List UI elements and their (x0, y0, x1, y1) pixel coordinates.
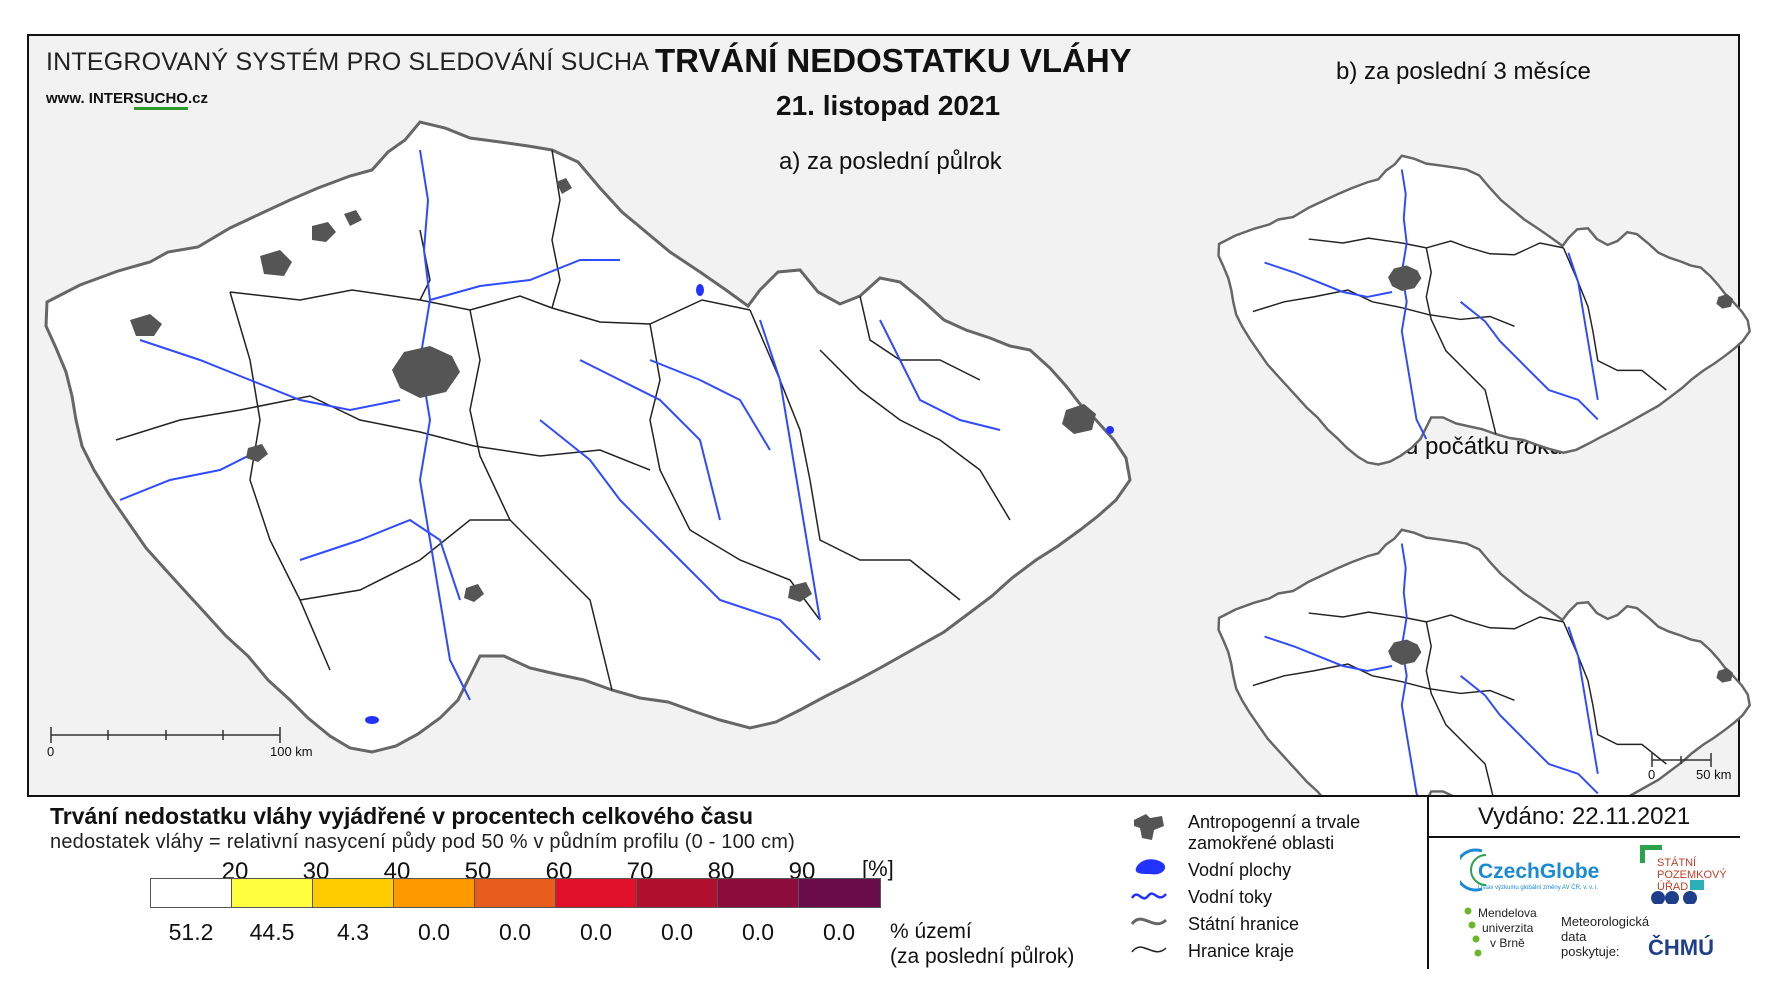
website-suffix: .cz (187, 90, 208, 107)
river-icon (1130, 892, 1167, 900)
legend-divider (1427, 795, 1429, 969)
meteo-text-2: data (1561, 929, 1587, 944)
scale-a-zero: 0 (47, 744, 55, 759)
state-border-icon (1130, 917, 1168, 926)
map-b (1217, 154, 1751, 466)
issued-date: Vydáno: 22.11.2021 (1478, 803, 1691, 830)
color-swatch (151, 879, 232, 907)
website-accent: SUCHO (133, 90, 188, 110)
region-border-icon (1131, 946, 1167, 953)
issued-divider (1427, 836, 1740, 838)
water-bodies-a (365, 284, 1114, 724)
color-scale (150, 878, 881, 908)
threshold-unit: [%] (862, 856, 894, 881)
meteo-text-1: Meteorologická (1561, 914, 1650, 929)
pct-value: 51.2 (168, 919, 214, 945)
scale-small-end: 50 km (1696, 767, 1732, 782)
czechglobe-subtitle: Ústav výzkumu globální změny AV ČR, v. v… (1478, 885, 1599, 891)
anthropogenic-label-1: Antropogenní a trvale (1188, 812, 1361, 832)
color-swatch (394, 879, 475, 907)
scale-small-zero: 0 (1648, 767, 1656, 782)
color-swatch (232, 879, 313, 907)
water-bodies-label: Vodní plochy (1188, 860, 1292, 880)
anthropogenic-areas-a (130, 178, 1096, 602)
rivers-a (119, 149, 1001, 701)
state-border-label: Státní hranice (1188, 914, 1300, 934)
color-swatch (718, 879, 799, 907)
pct-value: 0.0 (418, 919, 450, 945)
pct-value: 0.0 (742, 919, 774, 945)
website-prefix: www. INTER (46, 90, 134, 107)
color-swatch (637, 879, 718, 907)
pct-value: 0.0 (823, 919, 855, 945)
meteo-text-3: poskytuje: (1561, 944, 1620, 959)
pct-value: 4.3 (337, 919, 369, 945)
map-b-label: b) za poslední 3 měsíce (1336, 58, 1591, 85)
czechglobe-name: CzechGlobe (1478, 860, 1600, 883)
spu-text-3: ÚŘAD (1657, 881, 1689, 893)
scale-bar-small (1651, 753, 1712, 767)
spu-logo-mark (1640, 845, 1662, 863)
legend-subtitle: nedostatek vláhy = relativní nasycení pů… (50, 831, 795, 853)
main-title: TRVÁNÍ NEDOSTATKU VLÁHY (655, 42, 1132, 79)
color-swatch (799, 879, 880, 907)
legend-title: Trvání nedostatku vláhy vyjádřené v proc… (50, 803, 754, 829)
mendel-text-1: Mendelova (1478, 906, 1537, 920)
scale-a-end: 100 km (270, 744, 313, 759)
scale-bar-a (50, 727, 281, 743)
website-link[interactable]: www. INTERSUCHO.cz (46, 90, 208, 110)
pct-value: 0.0 (661, 919, 693, 945)
pct-value: 0.0 (580, 919, 612, 945)
system-title: INTEGROVANÝ SYSTÉM PRO SLEDOVÁNÍ SUCHA (46, 48, 650, 76)
mendel-dots-icon (1464, 907, 1482, 957)
anthropogenic-icon (1134, 814, 1164, 840)
color-swatch (556, 879, 637, 907)
pct-caption-2: (za poslední půlrok) (890, 945, 1075, 968)
chmu-name: ČHMÚ (1648, 935, 1714, 960)
water-streams-label: Vodní toky (1188, 887, 1273, 907)
region-borders-a (115, 149, 1011, 691)
mendel-text-3: v Brně (1490, 936, 1525, 950)
map-a-label: a) za poslední půlrok (779, 148, 1002, 175)
chmu-logo-mark (1651, 880, 1704, 904)
state-border-a (44, 120, 1132, 754)
anthropogenic-label-2: zamokřené oblasti (1188, 833, 1335, 853)
map-c (1217, 528, 1751, 840)
color-swatch (475, 879, 556, 907)
color-swatch (313, 879, 394, 907)
czechglobe-logo (1460, 848, 1487, 892)
pct-value: 44.5 (249, 919, 295, 945)
pct-caption-1: % území (890, 920, 972, 943)
symbol-icons (1130, 814, 1168, 953)
region-border-label: Hranice kraje (1188, 941, 1295, 961)
spu-text-2: POZEMKOVÝ (1657, 869, 1727, 881)
map-date: 21. listopad 2021 (776, 90, 1001, 121)
mendel-text-2: univerzita (1482, 921, 1534, 935)
pct-value: 0.0 (499, 919, 531, 945)
spu-text-1: STÁTNÍ (1657, 857, 1697, 869)
water-body-icon (1135, 859, 1166, 875)
